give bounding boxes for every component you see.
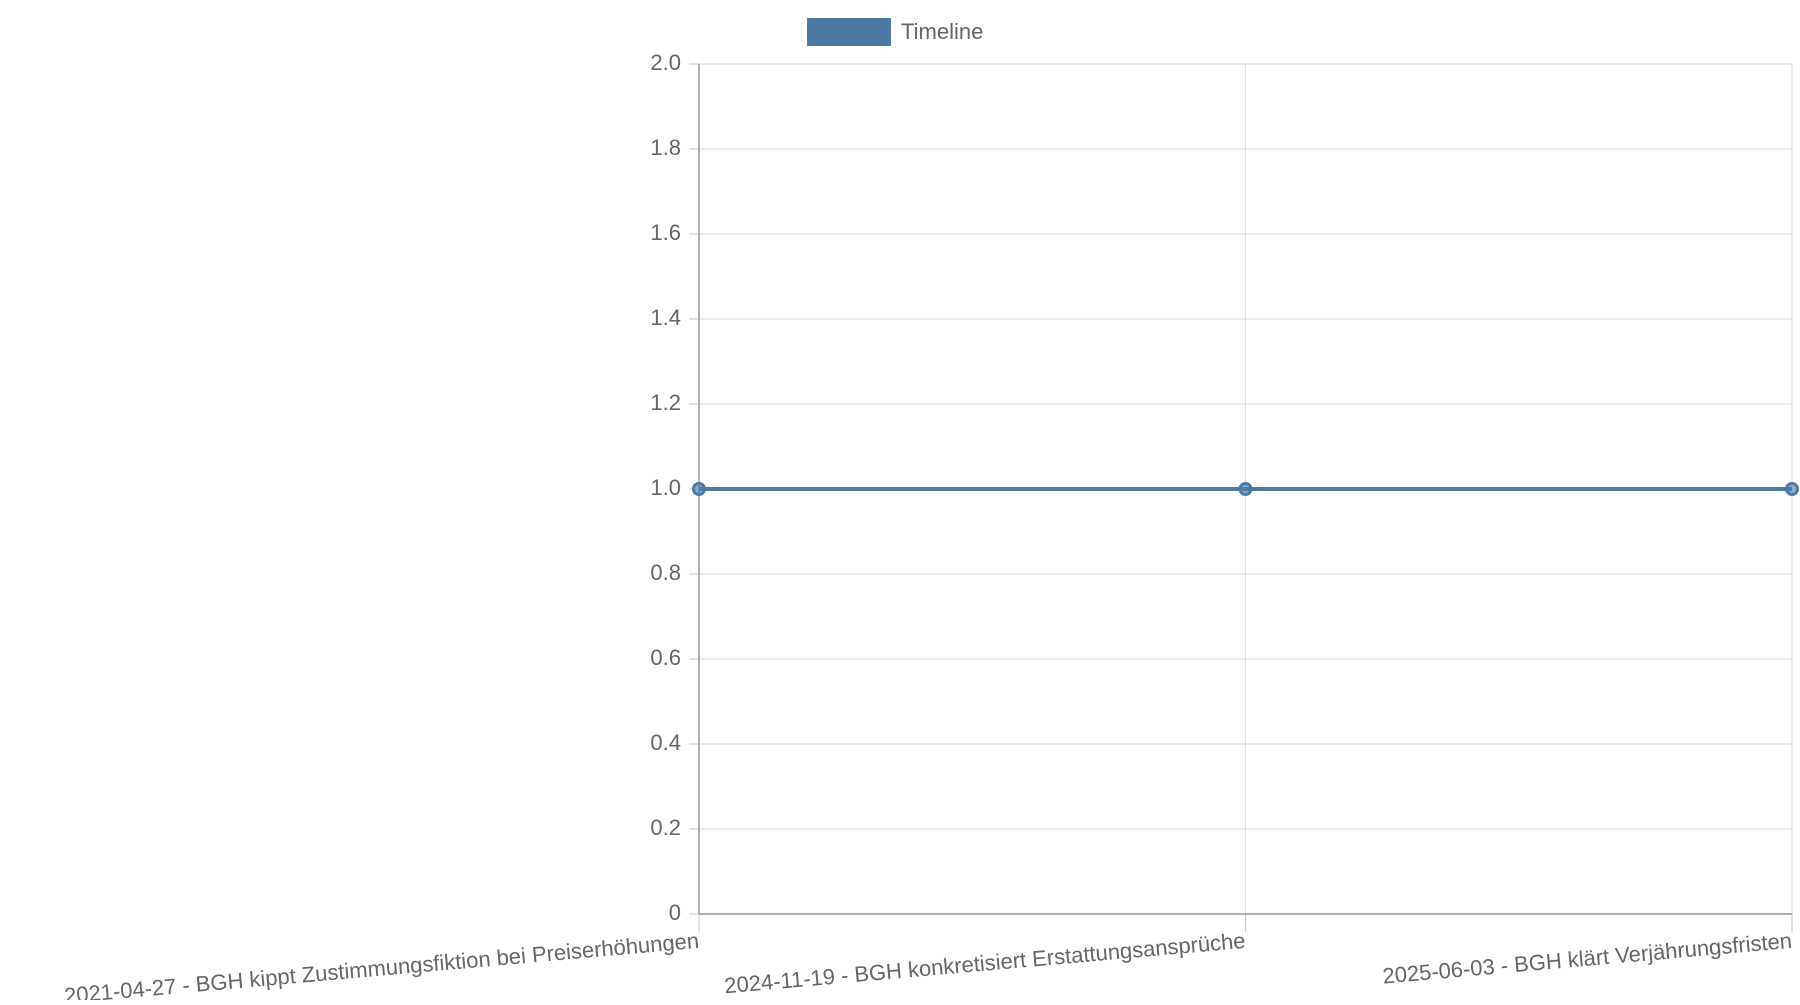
y-tick-label: 0.6 (650, 645, 681, 670)
y-tick-label: 1.8 (650, 135, 681, 160)
legend-swatch (807, 18, 891, 46)
y-tick-label: 1.4 (650, 305, 681, 330)
data-point (692, 482, 706, 496)
legend-label: Timeline (901, 19, 983, 44)
x-tick-label: 2021-04-27 - BGH kippt Zustimmungsfiktio… (63, 928, 700, 1000)
y-tick-label: 1.6 (650, 220, 681, 245)
y-tick-label: 2.0 (650, 50, 681, 75)
y-tick-label: 1.0 (650, 475, 681, 500)
data-point (1785, 482, 1799, 496)
y-tick-label: 0.8 (650, 560, 681, 585)
y-tick-label: 1.2 (650, 390, 681, 415)
y-tick-label: 0 (669, 900, 681, 925)
data-point (1238, 482, 1253, 496)
x-tick-label: 2025-06-03 - BGH klärt Verjährungsfriste… (1381, 928, 1792, 989)
x-tick-label: 2024-11-19 - BGH konkretisiert Erstattun… (723, 928, 1246, 998)
y-tick-label: 0.2 (650, 815, 681, 840)
y-tick-label: 0.4 (650, 730, 681, 755)
